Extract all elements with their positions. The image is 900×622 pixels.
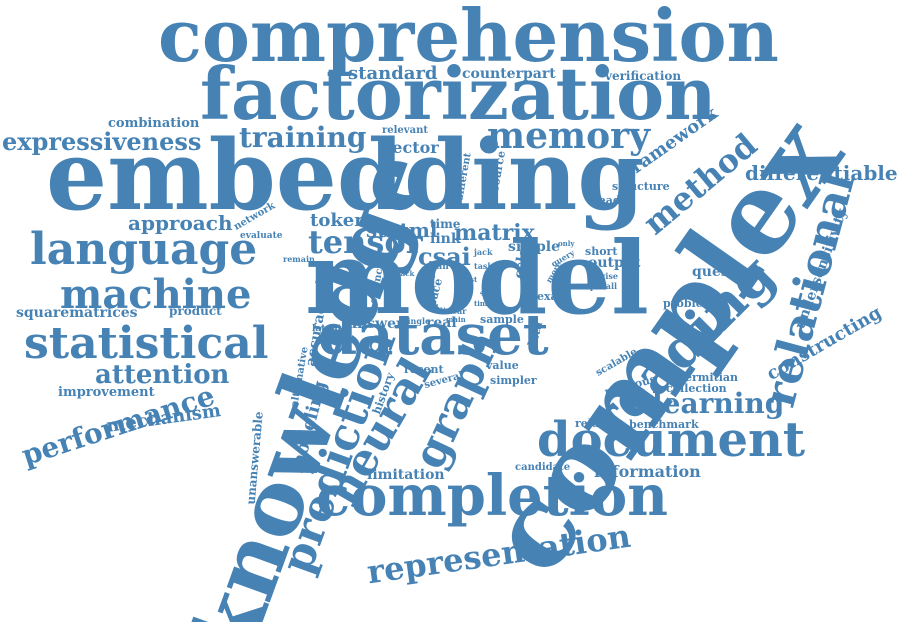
word-output: output <box>588 255 641 271</box>
word-language: language <box>30 224 258 275</box>
word-single: single <box>403 316 431 326</box>
word-memory: memory <box>487 115 650 157</box>
word-verification: verification <box>605 69 682 83</box>
word-approach: approach <box>128 211 233 235</box>
word-document: document <box>537 412 806 468</box>
word-model: model <box>305 219 650 337</box>
word-counterpart: counterpart <box>462 66 556 82</box>
word-answer: answer <box>348 316 404 332</box>
word-most: most <box>458 275 478 284</box>
word-structure: structure <box>612 180 670 193</box>
word-collection: collection <box>666 382 727 395</box>
word-training: training <box>239 121 367 154</box>
word-simpler: simpler <box>490 374 537 387</box>
word-real: real <box>426 315 457 331</box>
word-machine: machine <box>60 271 252 318</box>
word-only: only <box>558 239 575 248</box>
word-product: product <box>169 304 222 318</box>
word-sample: sample <box>480 313 524 326</box>
word-information: information <box>594 462 701 481</box>
word-problem: problem <box>663 297 715 310</box>
word-times: times <box>474 299 496 308</box>
word-statml: statml <box>366 218 438 242</box>
word-recent: recent <box>404 363 444 376</box>
word-yes: yes <box>423 271 436 280</box>
word-pitfall: pitfall <box>590 281 618 291</box>
word-exam: exam <box>537 290 570 303</box>
word-lack: lack <box>398 269 415 278</box>
word-devise: devise <box>590 271 618 281</box>
word-squarematrices: squarematrices <box>16 305 138 321</box>
word-task: task <box>474 261 493 271</box>
word-evaluate: evaluate <box>240 231 283 241</box>
word-reader: reader <box>593 194 634 207</box>
word-comprehension: comprehension <box>158 0 779 78</box>
word-differentiable: differentiable <box>745 161 898 185</box>
word-attention: attention <box>95 360 230 390</box>
word-completion: completion <box>316 463 668 529</box>
word-main: main <box>446 315 466 324</box>
word-learning: learning <box>652 387 785 420</box>
word-vector: vector <box>383 138 439 157</box>
word-standard: standard <box>348 63 438 84</box>
word-simple: simple <box>508 239 561 255</box>
word-factorization: factorization <box>200 51 717 136</box>
word-expressiveness: expressiveness <box>2 127 202 156</box>
word-tensor: tensor <box>308 223 423 261</box>
word-combination: combination <box>108 116 200 131</box>
word-improvement: improvement <box>58 385 155 400</box>
word-matrix: matrix <box>454 220 535 246</box>
word-token: token <box>310 210 368 231</box>
word-embedding: embedding <box>46 119 645 232</box>
word-relation: relation <box>575 417 624 430</box>
word-hermitian: hermitian <box>677 371 738 384</box>
word-relevant: relevant <box>382 125 428 136</box>
word-question: question <box>692 264 761 280</box>
word-jack: jack <box>474 247 493 257</box>
word-candidate: candidate <box>515 462 571 473</box>
word-span: span <box>425 262 449 272</box>
word-short: short <box>585 245 618 258</box>
word-benchmark: benchmark <box>629 418 699 431</box>
word-latent: latent <box>312 324 342 334</box>
word-dataset: dataset <box>318 302 549 368</box>
word-linear: linear <box>440 306 467 316</box>
word-limitation: limitation <box>367 467 445 483</box>
word-link: link <box>430 231 461 247</box>
word-remain: remain <box>283 254 315 264</box>
word-value: value <box>486 359 519 372</box>
word-statistical: statistical <box>24 318 269 369</box>
word-csai: csai <box>418 242 471 271</box>
word-time: time <box>430 217 461 231</box>
